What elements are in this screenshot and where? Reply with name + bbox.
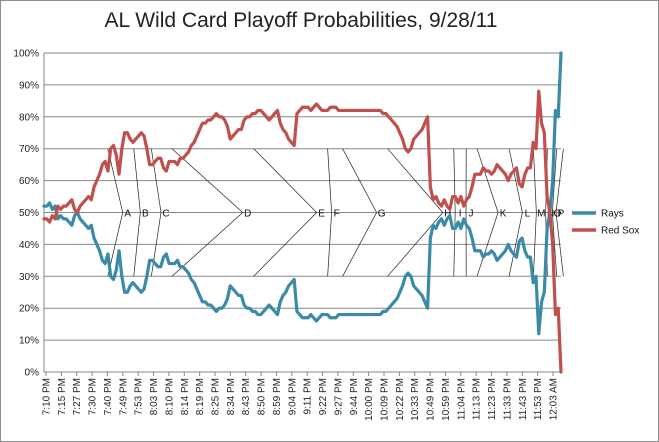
x-tick-label: 8:19 PM <box>195 378 206 415</box>
y-tick-label: 70% <box>19 144 39 155</box>
x-tick-label: 8:43 PM <box>241 378 252 415</box>
y-tick-label: 100% <box>13 49 39 60</box>
annotation-label: H <box>444 209 451 220</box>
x-tick-label: 7:53 PM <box>134 378 145 415</box>
y-tick-label: 20% <box>19 304 39 315</box>
y-tick-label: 30% <box>19 272 39 283</box>
annotation-label: D <box>244 209 251 220</box>
x-tick-label: 7:49 PM <box>118 378 129 415</box>
x-tick-label: 11:23 PM <box>487 378 498 420</box>
gridlines <box>44 52 561 373</box>
annotation-bracket <box>253 148 318 277</box>
x-tick-label: 9:11 PM <box>303 378 314 415</box>
annotation-bracket <box>387 148 444 277</box>
x-tick-label: 11:13 PM <box>472 378 483 420</box>
x-tick-label: 9:27 PM <box>333 378 344 415</box>
annotation-bracket <box>133 148 141 277</box>
x-tick-label: 7:40 PM <box>103 378 114 415</box>
x-tick-label: 11:33 PM <box>502 378 513 420</box>
annotation-bracket <box>171 148 244 277</box>
legend: Rays Red Sox <box>572 209 639 237</box>
annotation-bracket <box>107 148 124 277</box>
x-tick-label: 10:00 PM <box>364 378 375 421</box>
annotation-label: A <box>124 209 131 220</box>
annotation-label: C <box>162 209 169 220</box>
y-tick-label: 80% <box>19 112 39 123</box>
legend-label: Red Sox <box>601 226 639 237</box>
annotation-label: E <box>318 209 325 220</box>
x-tick-label: 8:14 PM <box>180 378 191 415</box>
annotation-label: O <box>553 209 561 220</box>
x-tick-label: 10:49 PM <box>426 378 437 421</box>
y-tick-label: 40% <box>19 240 39 251</box>
x-tick-label: 7:27 PM <box>72 378 83 415</box>
annotation-label: K <box>500 209 507 220</box>
x-tick-label: 7:10 PM <box>42 378 53 415</box>
x-tick-label: 11:43 PM <box>518 378 529 420</box>
x-tick-label: 9:22 PM <box>318 378 329 415</box>
x-tick-label: 8:03 PM <box>149 378 160 415</box>
annotation-bracket <box>552 148 558 277</box>
annotation-bracket <box>150 148 162 277</box>
axes: 0% 10% 20% 30% 40% 50% 60% 70% 80% 90% 100% 7:10 PM… <box>13 49 561 421</box>
y-tick-label: 90% <box>19 80 39 91</box>
x-tick-label: 9:04 PM <box>287 378 298 415</box>
y-tick-label: 60% <box>19 176 39 187</box>
annotation-label: M <box>537 209 545 220</box>
annotation-bracket <box>342 148 377 277</box>
x-tick-label: 8:59 PM <box>272 378 283 415</box>
annotation-label: P <box>558 209 565 220</box>
x-tick-label: 12:03 AM <box>549 378 560 420</box>
annotation-label: F <box>334 209 340 220</box>
annotation-label: G <box>378 209 386 220</box>
x-tick-label: 10:59 PM <box>441 378 452 421</box>
annotation-label: I <box>459 209 462 220</box>
x-tick-label: 8:10 PM <box>164 378 175 415</box>
annotation-bracket <box>555 148 564 277</box>
series-line-rays <box>42 51 563 336</box>
annotation-bracket <box>453 148 456 277</box>
legend-label: Rays <box>601 209 624 220</box>
x-tick-label: 10:33 PM <box>410 378 421 421</box>
annotation-label: J <box>469 209 474 220</box>
annotation-label: L <box>525 209 531 220</box>
x-tick-label: 7:15 PM <box>57 378 68 415</box>
y-tick-label: 50% <box>19 208 39 219</box>
chart-title: AL Wild Card Playoff Probabilities, 9/28… <box>104 9 498 32</box>
x-tick-label: 9:44 PM <box>349 378 360 415</box>
x-tick-label: 11:04 PM <box>456 378 467 420</box>
x-tick-label: 10:22 PM <box>395 378 406 421</box>
y-tick-label: 10% <box>19 336 39 347</box>
x-tick-label: 10:09 PM <box>380 378 391 421</box>
x-tick-label: 7:30 PM <box>88 378 99 415</box>
x-tick-label: 8:34 PM <box>226 378 237 415</box>
annotation-bracket <box>327 148 332 277</box>
series-lines <box>42 51 563 374</box>
x-tick-label: 11:53 PM <box>533 378 544 420</box>
series-line-red-sox <box>42 89 563 374</box>
x-tick-label: 8:25 PM <box>211 378 222 415</box>
x-tick-label: 8:50 PM <box>257 378 268 415</box>
annotation-bracket <box>533 148 537 277</box>
y-tick-label: 0% <box>25 368 40 379</box>
annotation-label: B <box>142 209 149 220</box>
